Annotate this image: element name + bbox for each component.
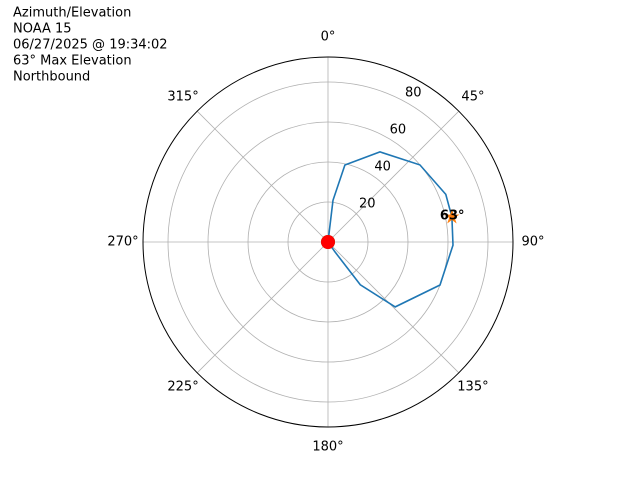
theta-tick-label: 90° (521, 235, 544, 250)
pass-track (327, 151, 454, 308)
theta-tick-label: 225° (167, 379, 198, 394)
max-marker (444, 209, 460, 224)
max-label: 63° (440, 209, 465, 224)
theta-tick-label: 180° (312, 440, 343, 455)
r-tick-label: 80 (405, 86, 422, 101)
theta-tick-label: 270° (107, 235, 138, 250)
title-line: Northbound (13, 70, 90, 85)
r-tick-label: 20 (359, 197, 376, 212)
title-line: NOAA 15 (13, 22, 72, 37)
title-line: 06/27/2025 @ 19:34:02 (13, 38, 168, 53)
grid-spoke (327, 241, 460, 374)
theta-tick-label: 0° (321, 30, 336, 45)
end-marker (321, 235, 335, 249)
polar-frame (142, 56, 514, 428)
r-tick-label: 40 (374, 160, 391, 175)
title-line: Azimuth/Elevation (13, 6, 131, 21)
r-tick-label: 60 (390, 123, 407, 138)
grid-spoke (327, 110, 460, 243)
theta-tick-label: 135° (457, 379, 488, 394)
theta-tick-label: 315° (167, 90, 198, 105)
grid-spoke (196, 110, 329, 243)
theta-tick-label: 45° (461, 90, 484, 105)
title-line: 63° Max Elevation (13, 54, 132, 69)
grid-spoke (196, 241, 329, 374)
